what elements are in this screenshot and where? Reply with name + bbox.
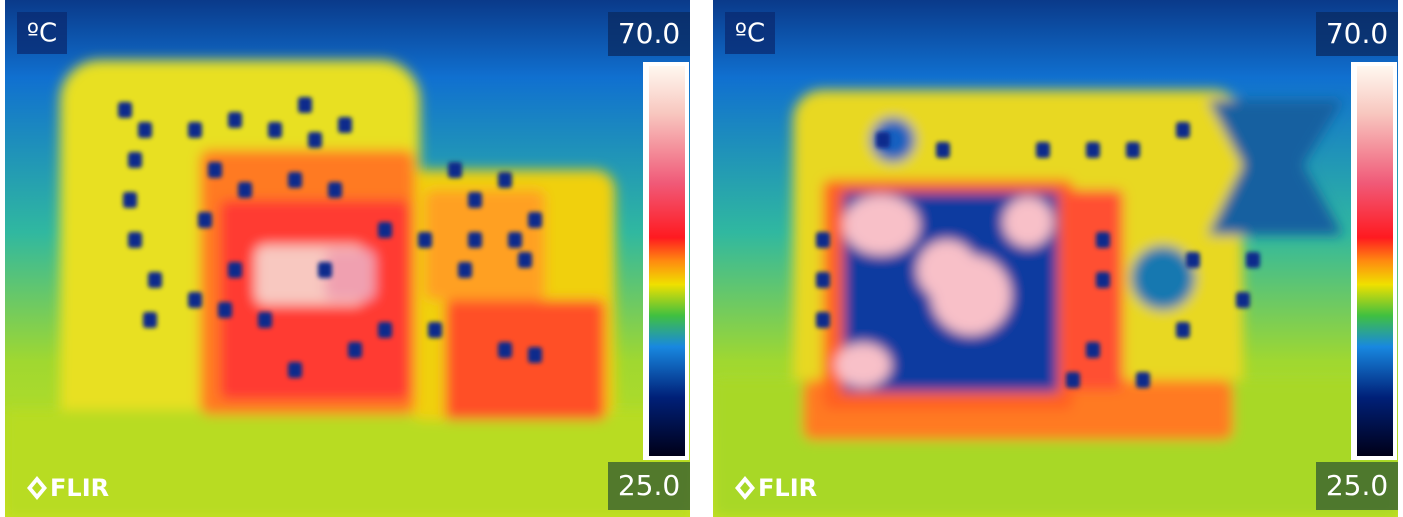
cool-spot <box>1131 246 1195 310</box>
min-box <box>1316 462 1398 510</box>
component <box>1096 232 1110 248</box>
scale-max: 70.0 <box>618 17 680 50</box>
logo-icon <box>735 476 755 500</box>
unit-label: ºC <box>735 19 765 49</box>
component <box>328 182 342 198</box>
thermal-panel: ºC 70.0 25.0 FLIR <box>713 0 1398 517</box>
hot-spot <box>1003 197 1053 247</box>
scale-min: 25.0 <box>618 469 680 502</box>
component <box>1186 252 1200 268</box>
color-scale <box>1357 66 1393 456</box>
heat-region <box>445 300 605 420</box>
min-box <box>608 462 690 510</box>
component <box>498 172 512 188</box>
component <box>288 362 302 378</box>
components <box>816 122 1260 388</box>
component <box>143 312 157 328</box>
component <box>138 122 152 138</box>
component <box>1126 142 1140 158</box>
component <box>1136 372 1150 388</box>
component <box>208 162 222 178</box>
component <box>1086 142 1100 158</box>
scale-max: 70.0 <box>1326 17 1388 50</box>
max-box <box>608 12 690 56</box>
component <box>128 152 142 168</box>
component <box>1066 372 1080 388</box>
color-scale <box>649 66 685 456</box>
component <box>518 252 532 268</box>
component <box>118 102 132 118</box>
component <box>1036 142 1050 158</box>
thermal-panel: ºC 70.0 25.0 FLIR <box>5 0 690 517</box>
cool-spot <box>871 118 915 162</box>
component <box>123 192 137 208</box>
component <box>816 232 830 248</box>
component <box>816 312 830 328</box>
component <box>418 232 432 248</box>
component <box>188 292 202 308</box>
unit-label: ºC <box>27 19 57 49</box>
component <box>308 132 322 148</box>
component <box>298 97 312 113</box>
component <box>816 272 830 288</box>
component <box>468 232 482 248</box>
component <box>1176 322 1190 338</box>
component <box>258 312 272 328</box>
logo-icon <box>27 476 47 500</box>
heat-region <box>425 190 545 300</box>
unit-box <box>17 12 67 54</box>
component <box>128 232 142 248</box>
component <box>498 342 512 358</box>
component <box>198 212 212 228</box>
component <box>288 172 302 188</box>
component <box>528 212 542 228</box>
component <box>188 122 202 138</box>
component <box>1086 342 1100 358</box>
heat-region <box>325 250 375 300</box>
component <box>468 192 482 208</box>
cool-region <box>1208 100 1343 235</box>
heat-region <box>1063 190 1123 390</box>
scale-min: 25.0 <box>1326 469 1388 502</box>
component <box>268 122 282 138</box>
component <box>348 342 362 358</box>
component <box>228 112 242 128</box>
component <box>1176 122 1190 138</box>
component <box>218 302 232 318</box>
component <box>428 322 442 338</box>
heat-map <box>5 60 690 517</box>
heat-region <box>5 410 690 517</box>
component <box>876 132 890 148</box>
logo-text: FLIR <box>758 474 817 502</box>
component <box>1246 252 1260 268</box>
component <box>318 262 332 278</box>
max-box <box>1316 12 1398 56</box>
hot-spot <box>835 343 891 387</box>
component <box>378 322 392 338</box>
component <box>338 117 352 133</box>
heat-map <box>713 90 1398 517</box>
component <box>1096 272 1110 288</box>
components <box>118 97 542 378</box>
component <box>528 347 542 363</box>
component <box>148 272 162 288</box>
component <box>458 262 472 278</box>
logo-text: FLIR <box>50 474 109 502</box>
component <box>378 222 392 238</box>
component <box>228 262 242 278</box>
component <box>508 232 522 248</box>
hot-spot <box>917 240 977 300</box>
hot-spot <box>843 195 919 255</box>
unit-box <box>725 12 775 54</box>
component <box>448 162 462 178</box>
component <box>1236 292 1250 308</box>
component <box>238 182 252 198</box>
component <box>936 142 950 158</box>
